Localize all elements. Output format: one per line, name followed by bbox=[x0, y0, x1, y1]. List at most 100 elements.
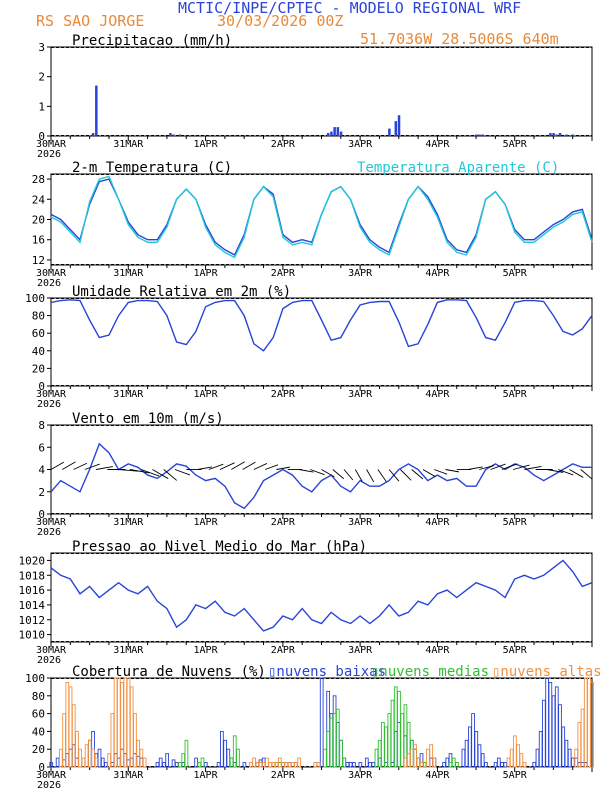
temp-legend: Temperatura Aparente (C) bbox=[357, 160, 559, 176]
panel-title: Precipitacao (mm/h) bbox=[72, 33, 232, 49]
cloud-bar-nuvens-baixas bbox=[352, 762, 356, 768]
cloud-bar-nuvens-baixas bbox=[442, 762, 446, 768]
panel-frame bbox=[50, 552, 593, 643]
cloud-bar-nuvens-baixas bbox=[551, 695, 556, 768]
cloud-bar-nuvens-medias bbox=[178, 762, 182, 768]
wind-barb bbox=[231, 461, 245, 470]
precip-bar bbox=[169, 133, 172, 136]
panel-frame bbox=[50, 46, 593, 137]
wind-barb bbox=[512, 464, 530, 470]
wind-barb bbox=[118, 469, 138, 472]
cloud-bar-nuvens-medias bbox=[332, 713, 337, 768]
x-tick-label: 30MAR bbox=[36, 517, 67, 528]
x-tick-label: 30MAR bbox=[36, 268, 67, 279]
cloud-bar-nuvens-altas bbox=[419, 762, 424, 768]
cloud-bar-nuvens-baixas bbox=[242, 762, 247, 768]
cloud-bar-nuvens-baixas bbox=[532, 762, 537, 768]
wind-barb bbox=[490, 463, 506, 470]
cloud-bar-nuvens-medias bbox=[184, 739, 189, 768]
y-tick-label: 8 bbox=[38, 419, 45, 432]
y-tick-label: 100 bbox=[25, 292, 45, 305]
x-tick-label: 31MAR bbox=[113, 645, 144, 656]
cloud-bar-nuvens-medias bbox=[393, 686, 398, 768]
x-tick-label: 3APR bbox=[348, 645, 373, 656]
legend-low: ▯nuvens baixas bbox=[268, 664, 386, 680]
x-tick-label: 3APR bbox=[348, 268, 373, 279]
wind-barb bbox=[445, 469, 460, 473]
y-tick-label: 1 bbox=[38, 100, 45, 113]
x-tick-label: 4APR bbox=[425, 268, 450, 279]
wind-barb bbox=[411, 469, 424, 480]
wind-barb bbox=[242, 461, 256, 470]
y-tick-label: 100 bbox=[25, 672, 45, 685]
station-name: RS SAO JORGE bbox=[36, 12, 144, 30]
cloud-bar-nuvens-altas bbox=[84, 744, 89, 768]
wind-barb bbox=[569, 469, 584, 478]
precip-bar bbox=[478, 134, 481, 136]
wind-barb bbox=[524, 466, 542, 470]
cloud-bar-nuvens-altas bbox=[313, 762, 318, 768]
x-tick-label: 1APR bbox=[194, 389, 219, 400]
x-year-label: 2026 bbox=[37, 780, 61, 791]
panel-precip: 0 1 2 3 30MAR 31MAR 1APR 2APR 3APR 4APR 5APR 2026 Pr… bbox=[36, 33, 593, 160]
cloud-bar-nuvens-baixas bbox=[100, 757, 105, 768]
cloud-bar-nuvens-altas bbox=[107, 753, 112, 768]
wind-barb bbox=[141, 469, 160, 477]
x-tick-label: 4APR bbox=[425, 770, 450, 781]
x-year-label: 2026 bbox=[37, 399, 61, 410]
wind-barb bbox=[580, 469, 593, 480]
cloud-bar-nuvens-altas bbox=[75, 730, 79, 768]
x-tick-label: 3APR bbox=[348, 389, 373, 400]
cloud-bar-nuvens-baixas bbox=[97, 748, 102, 768]
wind-barb bbox=[197, 466, 213, 470]
cloud-bar-nuvens-altas bbox=[268, 762, 273, 768]
panel-title: Vento em 10m (m/s) bbox=[72, 411, 224, 427]
y-tick-label: 6 bbox=[38, 441, 45, 454]
cloud-bar-nuvens-baixas bbox=[158, 757, 163, 768]
series-line-secondary bbox=[50, 175, 593, 259]
precip-bar bbox=[481, 134, 485, 136]
precip-bar bbox=[91, 133, 95, 136]
precip-bar bbox=[339, 131, 343, 136]
panel-wind: 0 2 4 6 8 30MAR 31MAR 1APR 2APR 3APR 4APR 5APR 2026 V… bbox=[36, 411, 593, 538]
cloud-bar-nuvens-altas bbox=[249, 762, 253, 768]
cloud-bar-nuvens-altas bbox=[71, 704, 76, 768]
precip-bar bbox=[333, 127, 336, 136]
cloud-bar-nuvens-baixas bbox=[477, 744, 482, 768]
cloud-bar-nuvens-medias bbox=[377, 739, 382, 768]
cloud-bar-nuvens-medias bbox=[422, 762, 427, 768]
cloud-bar-nuvens-altas bbox=[587, 677, 591, 768]
y-tick-label: 28 bbox=[32, 173, 45, 186]
cloud-bar-nuvens-altas bbox=[513, 735, 517, 768]
cloud-bar-nuvens-altas bbox=[403, 757, 408, 768]
x-tick-label: 31MAR bbox=[113, 517, 144, 528]
cloud-bar-nuvens-baixas bbox=[171, 759, 176, 768]
y-tick-label: 20 bbox=[32, 214, 45, 227]
cloud-bar-nuvens-baixas bbox=[535, 748, 540, 768]
x-tick-label: 2APR bbox=[271, 770, 296, 781]
wind-barb bbox=[174, 469, 191, 476]
cloud-bar-nuvens-medias bbox=[397, 690, 401, 768]
x-tick-label: 5APR bbox=[503, 139, 528, 150]
cloud-bar-nuvens-medias bbox=[229, 757, 234, 768]
cloud-bar-nuvens-altas bbox=[519, 753, 524, 768]
wind-barb bbox=[558, 469, 574, 476]
cloud-bar-nuvens-baixas bbox=[223, 739, 227, 768]
x-tick-label: 2APR bbox=[271, 517, 296, 528]
cloud-bar-nuvens-altas bbox=[294, 762, 298, 768]
x-tick-label: 1APR bbox=[194, 268, 219, 279]
y-tick-label: 20 bbox=[32, 743, 45, 756]
cloud-bar-nuvens-altas bbox=[522, 762, 527, 768]
x-tick-label: 5APR bbox=[503, 268, 528, 279]
wind-barb bbox=[264, 464, 279, 470]
wind-barb bbox=[152, 469, 169, 479]
precip-bar bbox=[330, 131, 333, 136]
precip-bar bbox=[549, 133, 552, 136]
cloud-bar-nuvens-altas bbox=[81, 757, 86, 768]
x-tick-label: 4APR bbox=[425, 389, 450, 400]
y-tick-label: 1010 bbox=[19, 629, 46, 642]
wind-barb bbox=[467, 466, 483, 470]
series-line-primary bbox=[50, 559, 593, 632]
